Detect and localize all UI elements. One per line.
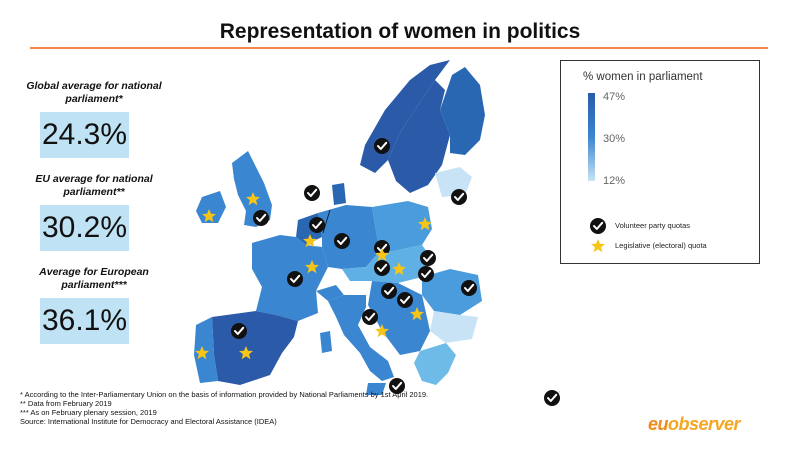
footnote-2: ** Data from February 2019 (20, 399, 112, 409)
country-bulgaria (430, 311, 478, 343)
europe-map (194, 60, 560, 407)
country-balkans (368, 281, 430, 355)
logo-part-observer: observer (668, 414, 741, 434)
country-sweden (388, 80, 450, 193)
legend-legislative-label: Legislative (electoral) quota (615, 241, 707, 250)
title-divider (30, 47, 768, 49)
legend-min: 12% (603, 175, 626, 187)
country-portugal (194, 317, 218, 383)
euobserver-logo: euobserver (648, 414, 741, 435)
country-denmark (332, 183, 346, 205)
footnote-3: *** As on February plenary session, 2019 (20, 408, 157, 418)
footnotes: * According to the Inter-Parliamentary U… (20, 390, 428, 427)
page-title: Representation of women in politics (219, 20, 581, 43)
legend-mid: 30% (603, 133, 626, 145)
legend-row-legislative: Legislative (electoral) quota (589, 237, 707, 257)
legend-row-volunteer: Volunteer party quotas (589, 217, 690, 237)
footnote-1: * According to the Inter-Parliamentary U… (20, 390, 429, 399)
country-finland (440, 67, 485, 155)
european-parliament-label: Average for European parliament*** (39, 266, 149, 292)
country-italy-islands (320, 331, 386, 395)
star-icon (591, 239, 605, 253)
country-spain (212, 311, 298, 385)
eu-average-value: 30.2% (40, 205, 129, 251)
country-italy (328, 295, 394, 381)
country-greece (414, 343, 456, 385)
country-germany (318, 205, 380, 269)
legend-color-scale (588, 93, 595, 181)
footnote-source: Source: International Institute for Demo… (20, 417, 277, 427)
european-parliament-value: 36.1% (40, 298, 129, 344)
check-icon (590, 218, 606, 234)
legend: % women in parliament 47% 30% 12% Volunt… (560, 60, 760, 264)
global-average-value: 24.3% (40, 112, 129, 158)
legend-max: 47% (603, 91, 626, 103)
country-baltics (435, 167, 472, 197)
global-average-label: Global average for national parliament* (26, 80, 162, 106)
country-uk (232, 151, 272, 227)
country-switzerland (316, 285, 344, 301)
legend-volunteer-label: Volunteer party quotas (615, 221, 691, 230)
logo-part-eu: eu (648, 414, 669, 434)
legend-title: % women in parliament (583, 71, 703, 83)
country-poland (372, 201, 432, 251)
eu-average-label: EU average for national parliament** (35, 173, 153, 199)
